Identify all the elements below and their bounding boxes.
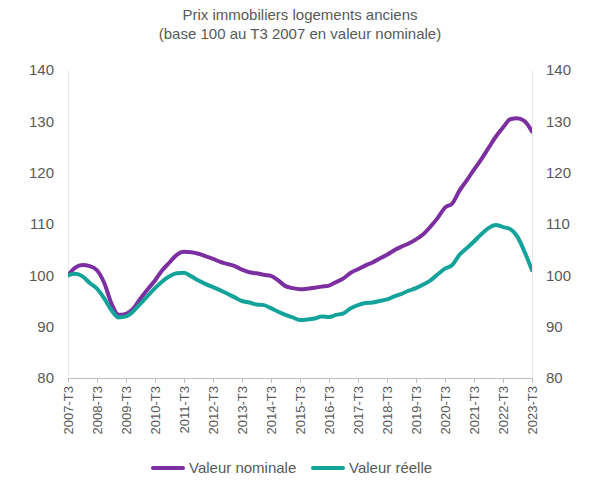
- tick-label: 130: [29, 113, 54, 130]
- tick: 2014-T3: [264, 378, 279, 434]
- tick-mark: [445, 378, 446, 383]
- tick: 2021-T3: [467, 378, 482, 434]
- series-line: [68, 118, 532, 315]
- tick-label: 2018-T3: [380, 386, 395, 434]
- tick-label: 110: [30, 215, 54, 232]
- tick-label: 2010-T3: [148, 386, 163, 434]
- tick-label: 140: [546, 61, 571, 78]
- tick-mark: [155, 378, 156, 383]
- lines: [68, 118, 532, 320]
- tick-label: 2019-T3: [409, 386, 424, 434]
- tick-label: 80: [37, 369, 54, 386]
- tick: 130: [29, 113, 68, 130]
- tick: 2008-T3: [90, 378, 105, 434]
- tick: 2015-T3: [293, 378, 308, 434]
- tick-label: 100: [29, 267, 54, 284]
- y-axis-left: 80 90 100 110 120 130 140: [29, 61, 69, 386]
- tick: 2007-T3: [61, 378, 76, 434]
- axis-line: [532, 71, 533, 379]
- tick-label: 2017-T3: [351, 386, 366, 434]
- tick: 140: [532, 61, 571, 78]
- tick: 80: [532, 369, 563, 386]
- tick: 2018-T3: [380, 378, 395, 434]
- tick-mark: [213, 378, 214, 383]
- tick-mark: [358, 378, 359, 383]
- title: Prix immobiliers logements anciens: [182, 6, 417, 23]
- tick-label: 2007-T3: [61, 386, 76, 434]
- tick-label: 2014-T3: [264, 386, 279, 434]
- chart: Prix immobiliers logements anciens (base …: [0, 0, 600, 487]
- tick: 110: [30, 215, 68, 232]
- legend-swatch: [153, 466, 183, 470]
- tick: 2022-T3: [496, 378, 511, 434]
- tick: 2010-T3: [148, 378, 163, 434]
- legend-entry: Valeur nominale: [153, 459, 296, 476]
- tick: 2011-T3: [177, 378, 192, 433]
- tick-mark: [503, 378, 504, 383]
- tick: 80: [37, 369, 68, 386]
- tick: 2012-T3: [206, 378, 221, 434]
- series-line: [68, 225, 532, 320]
- tick-label: 120: [546, 164, 571, 181]
- subtitle: (base 100 au T3 2007 en valeur nominale): [159, 25, 441, 42]
- legend-entry: Valeur réelle: [313, 459, 432, 476]
- tick-mark: [68, 378, 69, 383]
- x-axis: 2007-T3 2008-T3 2009-T3 2010-T3 2011-T3 2012-…: [61, 378, 540, 434]
- tick-mark: [300, 378, 301, 383]
- tick-label: 110: [546, 215, 570, 232]
- axis-line: [68, 71, 69, 379]
- legend-label: Valeur réelle: [349, 459, 432, 476]
- tick-mark: [329, 378, 330, 383]
- tick-label: 2021-T3: [467, 386, 482, 434]
- tick: 2017-T3: [351, 378, 366, 434]
- y-axis-right: 80 90 100 110 120 130 140: [532, 61, 571, 386]
- title-group: Prix immobiliers logements anciens (base …: [159, 6, 441, 42]
- tick-mark: [184, 378, 185, 383]
- tick: 140: [29, 61, 68, 78]
- tick-mark: [271, 378, 272, 383]
- tick-label: 2015-T3: [293, 386, 308, 434]
- tick-mark: [126, 378, 127, 383]
- tick-mark: [532, 378, 533, 383]
- tick: 2019-T3: [409, 378, 424, 434]
- tick-label: 2023-T3: [525, 386, 540, 434]
- tick: 100: [532, 267, 571, 284]
- tick-label: 90: [37, 318, 54, 335]
- tick-label: 130: [546, 113, 571, 130]
- tick-mark: [242, 378, 243, 383]
- tick-mark: [387, 378, 388, 383]
- tick: 100: [29, 267, 68, 284]
- tick: 120: [532, 164, 571, 181]
- tick-mark: [474, 378, 475, 383]
- tick: 120: [29, 164, 68, 181]
- tick-label: 2012-T3: [206, 386, 221, 434]
- tick-label: 2020-T3: [438, 386, 453, 434]
- tick: 2023-T3: [525, 378, 540, 434]
- legend: Valeur nominale Valeur réelle: [153, 459, 432, 476]
- tick-mark: [97, 378, 98, 383]
- tick-label: 140: [29, 61, 54, 78]
- tick-label: 120: [29, 164, 54, 181]
- tick: 130: [532, 113, 571, 130]
- tick-label: 2022-T3: [496, 386, 511, 434]
- tick-label: 2008-T3: [90, 386, 105, 434]
- legend-label: Valeur nominale: [189, 459, 296, 476]
- tick-mark: [416, 378, 417, 383]
- tick: 2013-T3: [235, 378, 250, 434]
- tick: 90: [532, 318, 563, 335]
- tick: 110: [532, 215, 570, 232]
- plot: 80 90 100 110 120 130 140 80 90 100 110 120 130 140 20…: [29, 61, 571, 434]
- tick: 2009-T3: [119, 378, 134, 434]
- tick-label: 80: [546, 369, 563, 386]
- tick: 90: [37, 318, 68, 335]
- tick-label: 90: [546, 318, 563, 335]
- legend-swatch: [313, 466, 343, 470]
- tick-label: 100: [546, 267, 571, 284]
- tick-label: 2016-T3: [322, 386, 337, 434]
- tick: 2016-T3: [322, 378, 337, 434]
- tick: 2020-T3: [438, 378, 453, 434]
- tick-label: 2009-T3: [119, 386, 134, 434]
- tick-label: 2011-T3: [177, 386, 192, 433]
- tick-label: 2013-T3: [235, 386, 250, 434]
